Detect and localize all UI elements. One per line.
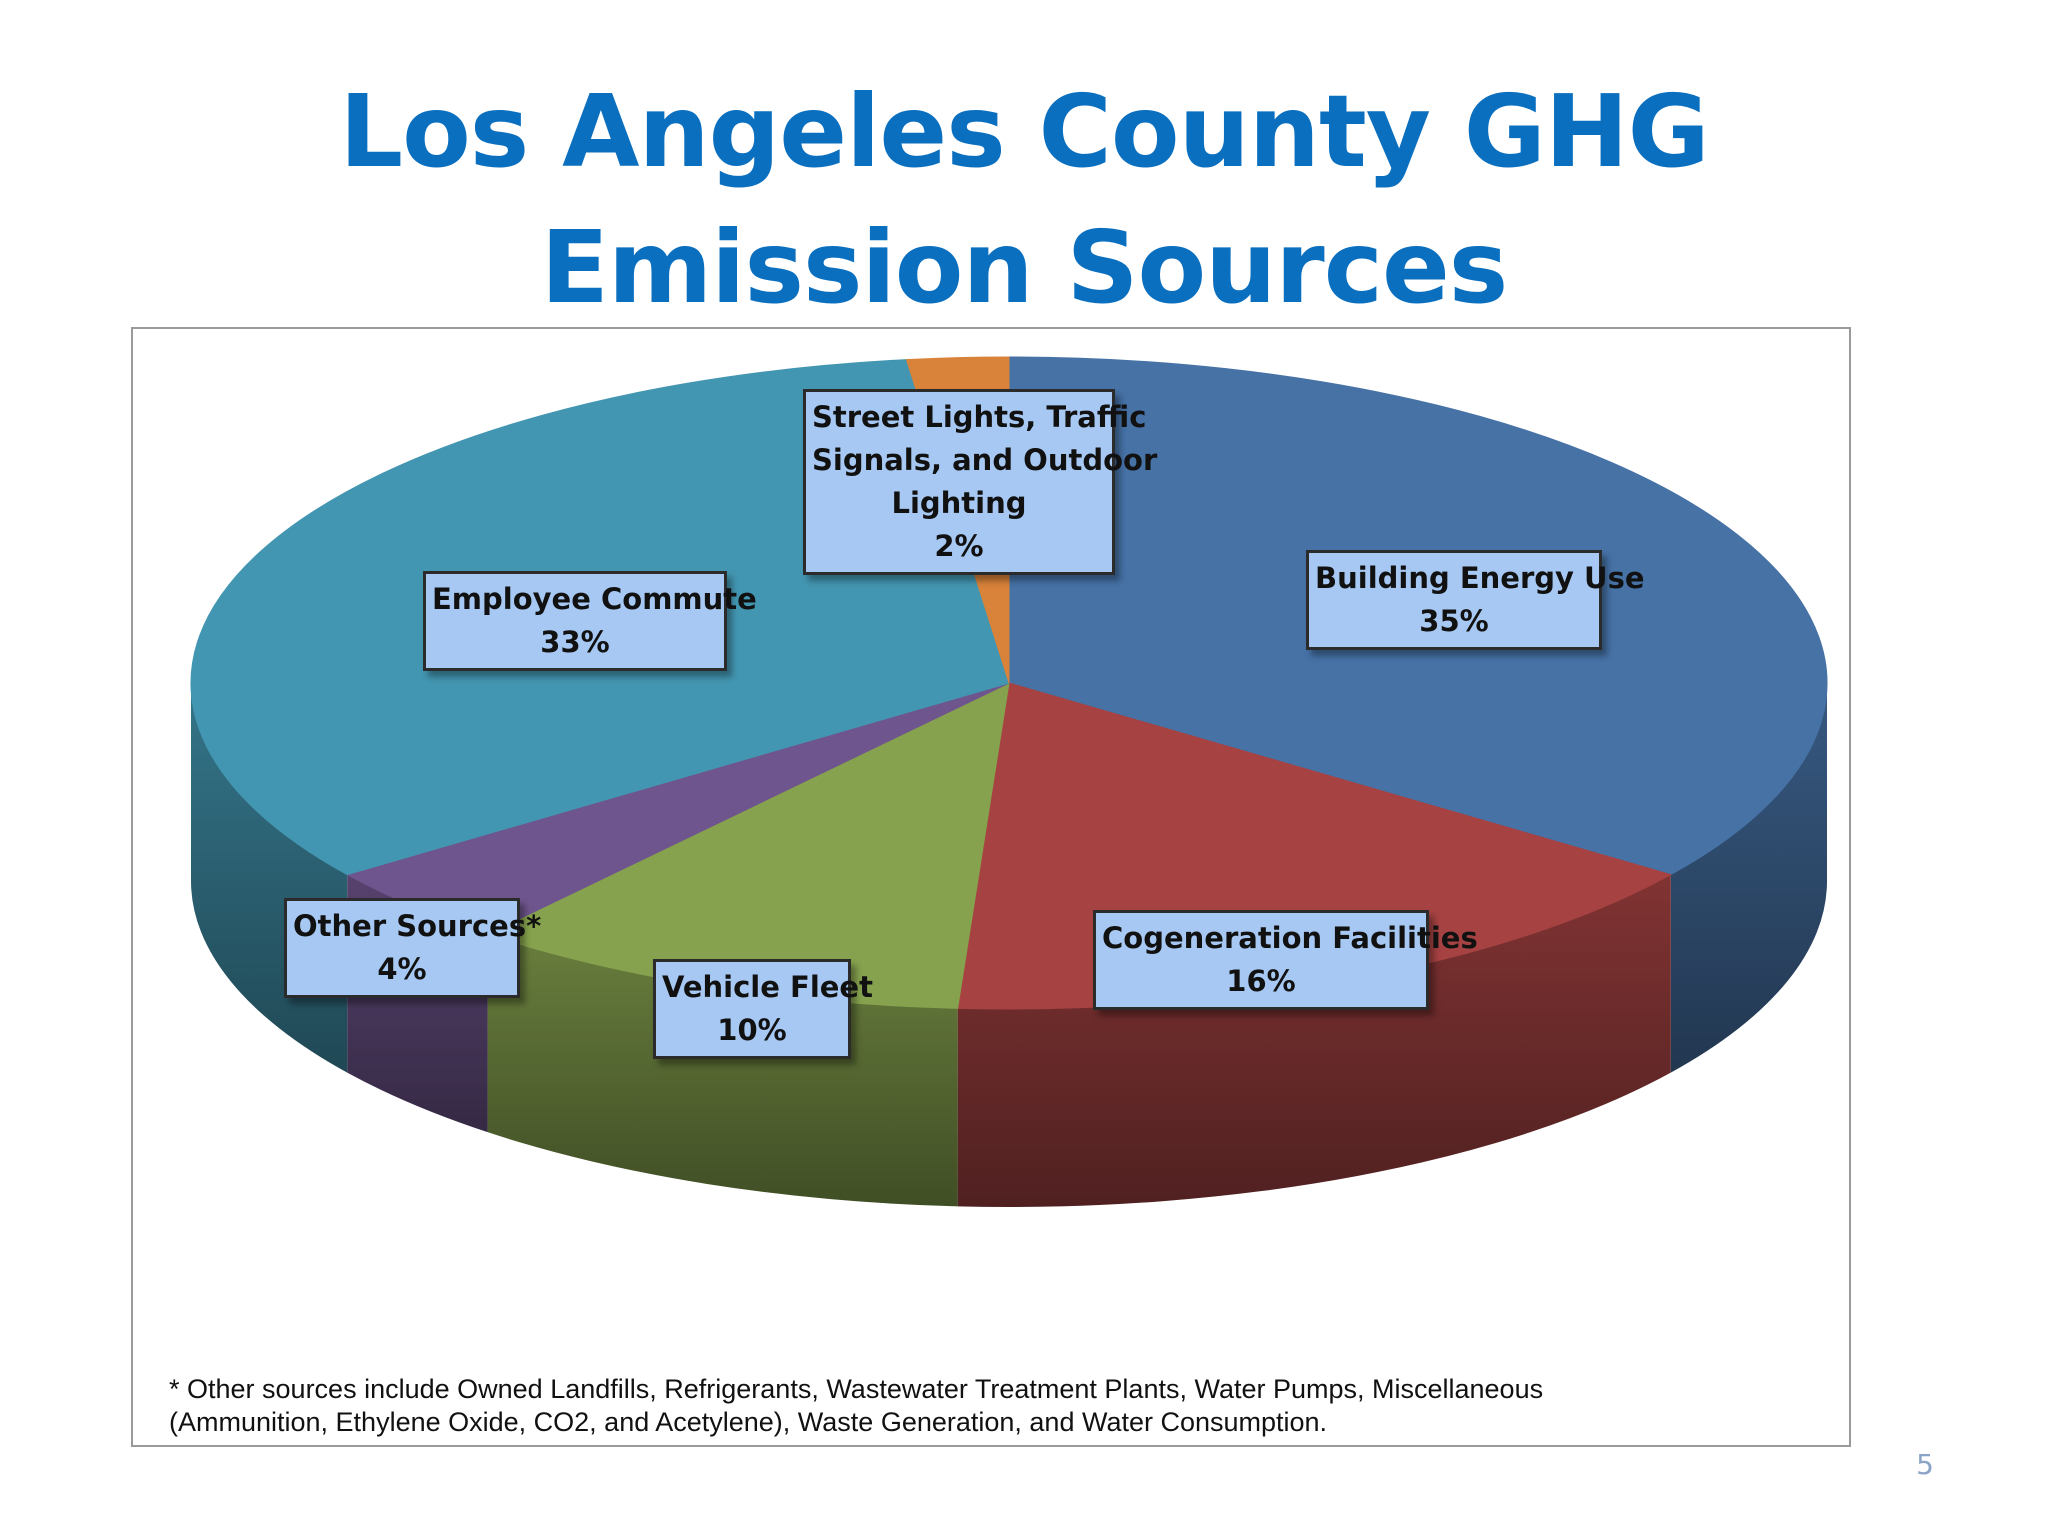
label-employee-commute-value: 33% [540,625,610,659]
footnote-line1: * Other sources include Owned Landfills,… [169,1374,1544,1404]
label-vehicle-fleet-line1: Vehicle Fleet [662,970,873,1004]
page-number: 5 [1916,1448,1934,1481]
pie-side-building-energy-use [1670,683,1827,1073]
label-street-lights: Street Lights, Traffic Signals, and Outd… [803,389,1158,575]
label-cogeneration-value: 16% [1226,964,1296,998]
slide-title: Los Angeles County GHG Emission Sources [339,73,1709,326]
label-building-energy: Building Energy Use 35% [1306,550,1645,650]
label-building-energy-line1: Building Energy Use [1315,561,1645,595]
label-cogeneration-line1: Cogeneration Facilities [1102,921,1478,955]
label-building-energy-value: 35% [1419,604,1489,638]
label-other-sources: Other Sources* 4% [284,898,542,998]
label-employee-commute: Employee Commute 33% [423,571,757,671]
label-vehicle-fleet: Vehicle Fleet 10% [653,959,873,1059]
label-vehicle-fleet-value: 10% [717,1013,787,1047]
label-street-lights-line3: Lighting [891,486,1027,520]
footnote: * Other sources include Owned Landfills,… [169,1373,1809,1439]
pie-side-cogeneration-facilities [957,874,1671,1207]
label-street-lights-line2: Signals, and Outdoor [812,443,1158,477]
label-other-sources-line1: Other Sources* [293,909,542,943]
label-cogeneration: Cogeneration Facilities 16% [1093,910,1478,1010]
chart-frame: Street Lights, Traffic Signals, and Outd… [131,327,1851,1447]
label-other-sources-value: 4% [377,952,427,986]
label-employee-commute-line1: Employee Commute [432,582,757,616]
footnote-line2: (Ammunition, Ethylene Oxide, CO2, and Ac… [169,1407,1328,1437]
label-street-lights-line1: Street Lights, Traffic [812,400,1147,434]
label-street-lights-value: 2% [934,529,984,563]
